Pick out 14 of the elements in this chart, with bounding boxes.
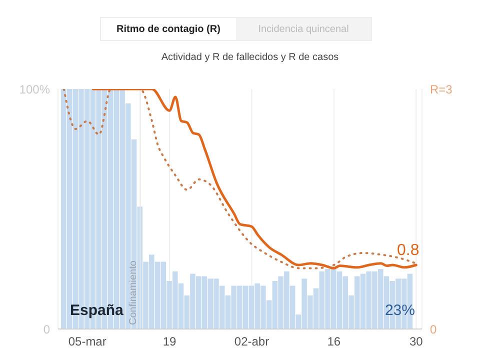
data-label: 23% <box>384 302 415 319</box>
y2-tick-label: R=3 <box>430 82 453 96</box>
text: Incidencia quincenal <box>236 18 371 40</box>
annotation: España <box>70 302 124 319</box>
x-tick-label: 19 <box>162 334 177 349</box>
x-tick-label: 16 <box>327 334 341 349</box>
x-tick-label: 02-abr <box>234 334 270 349</box>
ref-line-label: Confinamiento <box>128 260 140 325</box>
chart-title: Ritmo de contagio (R) <box>116 22 222 36</box>
data-label: 0.8 <box>397 242 420 259</box>
chart-subtitle: Actividad y R de fallecidos y R de casos <box>160 52 340 63</box>
y2-tick-label: 0 <box>430 322 437 336</box>
x-tick-label: 30 <box>409 334 424 349</box>
x-tick-label: 05-mar <box>68 334 106 349</box>
